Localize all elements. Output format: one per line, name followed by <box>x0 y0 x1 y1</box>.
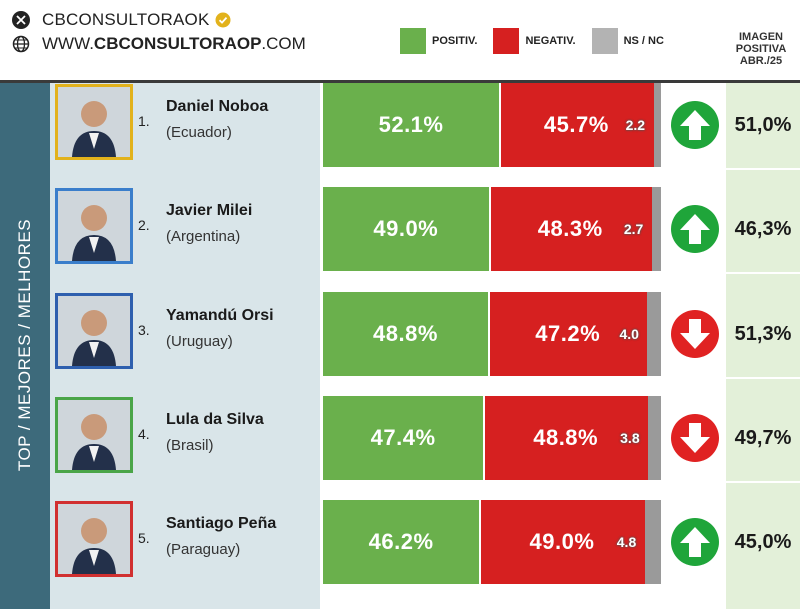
legend-label-positive: POSITIV. <box>432 35 478 47</box>
negative-value-label: 48.8% <box>533 425 599 450</box>
negative-value-label: 49.0% <box>529 529 595 554</box>
negative-value-label: 47.2% <box>535 321 601 346</box>
bar-positive <box>323 83 500 167</box>
leader-country: (Paraguay) <box>166 541 241 558</box>
header-line: ABR./25 <box>739 55 783 67</box>
previous-image-value: 51,3% <box>734 322 792 345</box>
leader-name: Santiago Peña <box>166 515 277 532</box>
sidebar-band <box>0 83 50 609</box>
leader-name: Daniel Noboa <box>166 98 269 115</box>
bar-nsnc <box>647 292 661 376</box>
row-gap <box>323 376 661 379</box>
legend-label-negative: NEGATIV. <box>525 35 576 47</box>
brand-block: CBCONSULTORAOK WWW.CBCONSULTORAOP.COM <box>12 8 306 56</box>
row-gap <box>323 584 661 587</box>
positive-value-label: 52.1% <box>378 112 444 137</box>
leader-row: 5. Santiago Peña (Paraguay) <box>50 500 320 584</box>
leader-row: 1. Daniel Noboa (Ecuador) <box>50 83 320 167</box>
leader-name: Lula da Silva <box>166 411 264 428</box>
sidebar-label: TOP / MEJORES / MELHORES <box>15 218 34 472</box>
divider <box>726 481 800 483</box>
nsnc-value-label: 3.8 <box>620 430 640 446</box>
trend-up-icon <box>670 204 720 254</box>
legend-swatch-nsnc <box>591 28 618 54</box>
divider <box>726 272 800 274</box>
bar-negative <box>479 500 645 584</box>
website-link[interactable]: WWW.CBCONSULTORAOP.COM <box>42 34 306 53</box>
trend-down-icon <box>670 309 720 359</box>
leader-name: Javier Milei <box>166 202 253 219</box>
globe-icon <box>12 35 30 53</box>
leader-photo <box>55 501 133 577</box>
leader-country: (Argentina) <box>166 228 241 245</box>
leader-name: Yamandú Orsi <box>166 307 274 324</box>
divider <box>0 80 800 83</box>
previous-image-value: 46,3% <box>734 217 792 240</box>
leader-row: 3. Yamandú Orsi (Uruguay) <box>50 292 320 376</box>
previous-image-column <box>726 83 800 609</box>
bar-nsnc <box>648 396 661 480</box>
handle-text[interactable]: CBCONSULTORAOK <box>42 10 210 29</box>
trend-up-icon <box>670 517 720 567</box>
leader-country: (Ecuador) <box>166 124 232 141</box>
bar-positive <box>323 187 489 271</box>
header-line: IMAGEN <box>739 31 783 43</box>
previous-image-value: 45,0% <box>734 530 792 553</box>
row-gap <box>323 480 661 483</box>
negative-value-label: 48.3% <box>537 216 603 241</box>
legend-swatch-positive <box>400 28 426 54</box>
bar-positive <box>323 396 484 480</box>
verified-badge-icon <box>215 12 231 28</box>
bar-negative <box>499 83 654 167</box>
leader-photo <box>55 293 133 369</box>
previous-image-header: IMAGEN POSITIVA ABR./25 <box>726 31 796 67</box>
leader-row: 4. Lula da Silva (Brasil) <box>50 396 320 480</box>
rank-number: 2. <box>138 217 150 233</box>
previous-image-value: 49,7% <box>734 426 792 449</box>
x-logo-icon[interactable] <box>12 11 30 29</box>
rank-number: 1. <box>138 113 150 129</box>
bar-negative <box>487 292 648 376</box>
bar-negative <box>483 396 649 480</box>
row-gap <box>323 271 661 274</box>
chart-legend: POSITIV. NEGATIV. NS / NC <box>400 28 680 54</box>
trend-up-icon <box>670 100 720 150</box>
bar-positive <box>323 292 488 376</box>
previous-image-value: 51,0% <box>734 113 792 136</box>
bar-nsnc <box>644 500 661 584</box>
positive-value-label: 48.8% <box>373 321 438 346</box>
legend-swatch-negative <box>493 28 520 54</box>
leader-photo <box>55 188 133 264</box>
divider <box>726 377 800 379</box>
nsnc-value-label: 4.8 <box>616 534 637 550</box>
row-gap <box>323 167 661 170</box>
leader-country: (Uruguay) <box>166 333 233 350</box>
divider <box>726 168 800 170</box>
rank-number: 4. <box>138 426 150 442</box>
divider <box>320 83 323 609</box>
rank-number: 3. <box>138 322 150 338</box>
nsnc-value-label: 4.0 <box>619 326 639 342</box>
positive-value-label: 47.4% <box>370 425 436 450</box>
leader-row: 2. Javier Milei (Argentina) <box>50 187 320 271</box>
leader-country: (Brasil) <box>166 437 214 454</box>
bar-nsnc <box>653 83 661 167</box>
nsnc-value-label: 2.7 <box>623 221 644 237</box>
positive-value-label: 46.2% <box>368 529 434 554</box>
negative-value-label: 45.7% <box>543 112 609 137</box>
leader-photo <box>55 84 133 160</box>
leader-photo <box>55 397 133 473</box>
bar-nsnc <box>651 187 661 271</box>
bar-positive <box>323 500 480 584</box>
trend-down-icon <box>670 413 720 463</box>
header-line: POSITIVA <box>735 43 787 55</box>
bar-negative <box>488 187 652 271</box>
rank-number: 5. <box>138 530 150 546</box>
nsnc-value-label: 2.2 <box>625 117 646 133</box>
legend-label-nsnc: NS / NC <box>623 35 664 47</box>
positive-value-label: 49.0% <box>373 216 439 241</box>
